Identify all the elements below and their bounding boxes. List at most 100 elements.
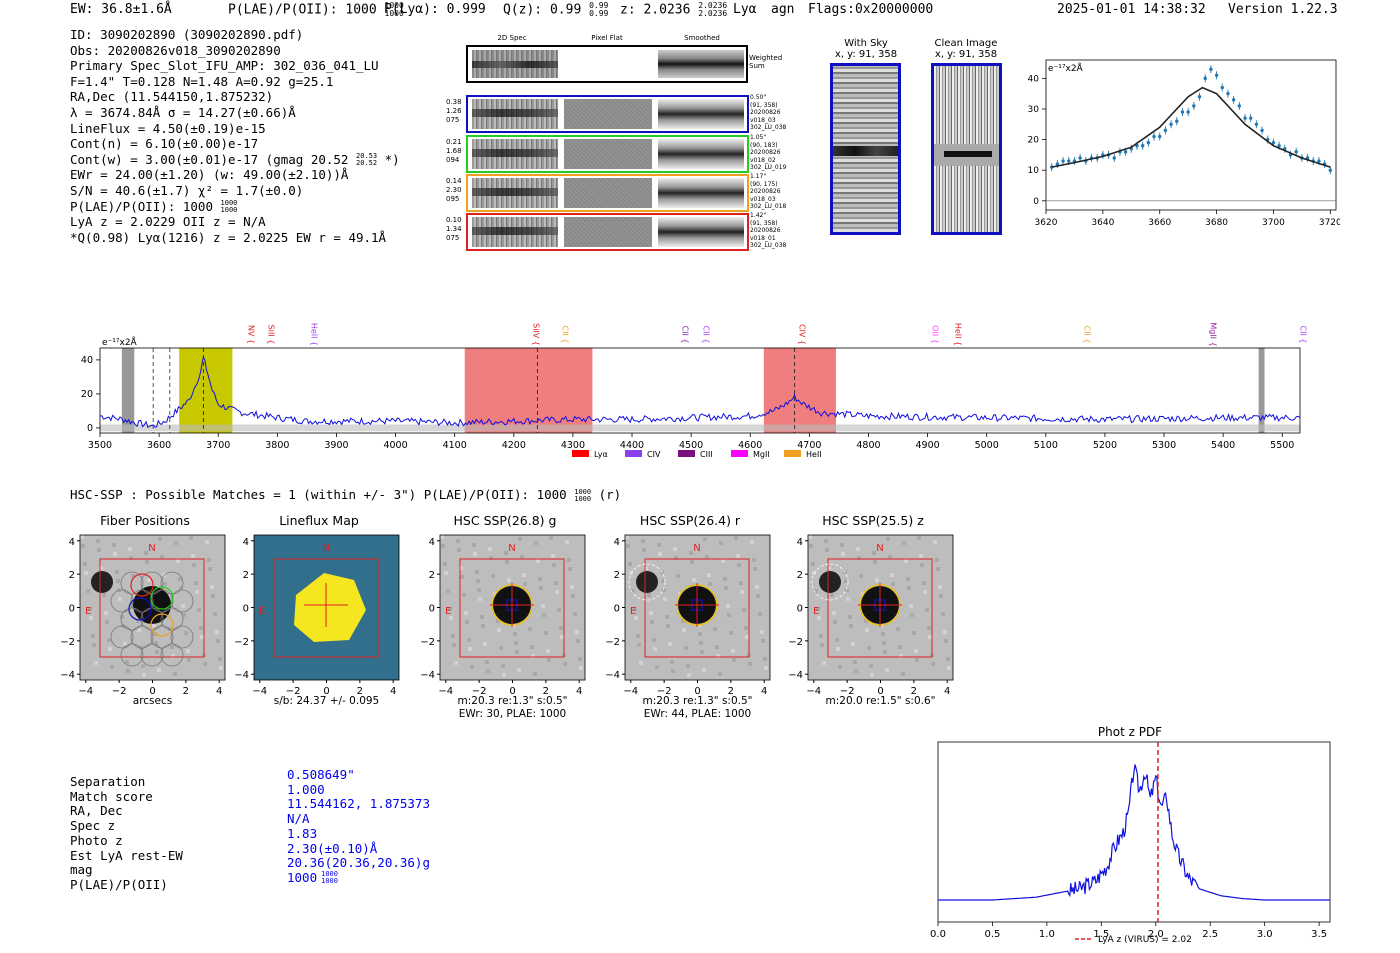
image-noise-pixel: [207, 558, 211, 562]
image-noise-pixel: [186, 649, 190, 653]
image-noise-pixel: [864, 619, 868, 623]
image-xtick-label: 2: [728, 686, 734, 697]
image-noise-pixel: [642, 548, 646, 552]
neighbor-blob: [636, 571, 658, 593]
image-noise-pixel: [141, 664, 145, 668]
cutout-row-right-labels: 1.05" (90, 183) 20200826 v018_02 302_LU_019: [750, 134, 795, 172]
image-noise-pixel: [477, 588, 481, 592]
weighted-smooth-image: [658, 50, 744, 78]
image-noise-pixel: [925, 608, 929, 612]
image-noise-pixel: [682, 628, 686, 632]
spectrum-xtick-label: 5200: [1093, 440, 1117, 451]
image-noise-pixel: [440, 535, 444, 539]
fiber-circle: [160, 643, 184, 667]
image-ytick-label: 2: [614, 570, 620, 581]
spectrum-gap-left: [121, 348, 135, 433]
fit-data-point: [1078, 156, 1082, 160]
image-xtick-label: 4: [576, 686, 582, 697]
image-noise-pixel: [129, 556, 133, 560]
cutout-row-right-label: v018_03: [750, 116, 776, 124]
image-noise-pixel: [899, 654, 903, 658]
spectrum-xtick-label: 3800: [265, 440, 289, 451]
image-noise-pixel: [853, 660, 857, 664]
cutout-spec-trace: [472, 188, 558, 196]
photz-xtick-label: 2.5: [1202, 929, 1218, 940]
hsc-title: HSC-SSP : Possible Matches = 1 (within +…: [70, 487, 621, 503]
spectrum-xtick-label: 4300: [561, 440, 585, 451]
fiber-circle: [120, 643, 144, 667]
image-ytick-label: 0: [614, 604, 620, 615]
fit-data-point: [1209, 67, 1213, 71]
spectrum-ytick-label: 0: [87, 423, 93, 434]
image-noise-pixel: [872, 551, 876, 555]
match-value: 1000 1000 1000: [287, 869, 338, 886]
image-noise-pixel: [748, 662, 752, 666]
image-noise-pixel: [184, 631, 188, 635]
image-noise-pixel: [518, 537, 522, 541]
image-panel: N E −4−4 −2 −2 0 0 2 2 4 4: [788, 534, 954, 697]
image-ytick-label: −2: [420, 637, 435, 648]
image-noise-pixel: [113, 552, 117, 556]
image-noise-pixel: [83, 562, 87, 566]
image-xtick-label: −4: [438, 686, 453, 697]
image-noise-pixel: [559, 626, 563, 630]
image-noise-pixel: [906, 577, 910, 581]
image-caption: arcsecs: [65, 695, 240, 708]
image-noise-pixel: [647, 593, 651, 597]
image-noise-pixel: [732, 658, 736, 662]
image-noise-pixel: [734, 536, 738, 540]
image-noise-pixel: [931, 662, 935, 666]
image-noise-pixel: [723, 577, 727, 581]
spectrum-legend-swatch: [731, 450, 748, 457]
info-sn: S/N = 40.6(±1.7) χ² = 1.7(±0.0): [70, 182, 304, 198]
fit-data-point: [1226, 91, 1230, 96]
image-noise-pixel: [700, 650, 704, 654]
image-noise-pixel: [174, 541, 178, 545]
spectrum-noise-band: [100, 424, 1300, 432]
match-value: 0.508649": [287, 767, 355, 782]
east-label: E: [445, 606, 451, 617]
image-xtick-label: 2: [543, 686, 549, 697]
image-noise-pixel: [841, 552, 845, 556]
photz-ticks: 0.0 0.5 1.0 1.5 2.0 2.5 3.0 3.5: [930, 922, 1327, 940]
image-noise-pixel: [191, 554, 195, 558]
image-title: Fiber Positions: [100, 513, 190, 528]
image-caption: m:20.3 re:1.3" s:0.5" EWr: 30, PLAE: 1000: [425, 695, 600, 721]
image-noise-pixel: [703, 537, 707, 541]
spectrum-legend-swatch: [625, 450, 642, 457]
image-noise-pixel: [689, 551, 693, 555]
match-label: Match score: [70, 788, 153, 804]
image-noise-pixel: [571, 594, 575, 598]
image-xtick-label: −2: [472, 686, 487, 697]
image-noise-pixel: [764, 666, 768, 670]
image-noise-pixel: [699, 641, 703, 645]
image-noise-pixel: [554, 581, 558, 585]
match-label: P(LAE)/P(OII): [70, 876, 168, 892]
cutout-row-right-label: 1.05": [750, 134, 767, 141]
fit-data-point: [1067, 159, 1071, 163]
header-ew: EW: 36.8±1.6Å: [70, 2, 172, 17]
image-noise-pixel: [171, 654, 175, 658]
image-noise-pixel: [658, 552, 662, 556]
cutout-row-right-label: 302_LU_018: [750, 203, 787, 210]
cutout-row-left-label: 0.21: [446, 138, 462, 146]
image-ytick-label: 0: [69, 604, 75, 615]
image-noise-pixel: [634, 616, 638, 620]
cutout-smooth-image: [658, 178, 744, 208]
image-ytick-label: 2: [797, 570, 803, 581]
image-noise-pixel: [867, 646, 871, 650]
image-noise-pixel: [724, 586, 728, 590]
image-noise-pixel: [467, 638, 471, 642]
image-noise-pixel: [462, 593, 466, 597]
clean-xy: x, y: 91, 358: [934, 49, 998, 60]
neighbor-blob: [91, 571, 113, 593]
image-noise-pixel: [835, 638, 839, 642]
image-noise-pixel: [118, 597, 122, 601]
fit-data-point: [1169, 122, 1173, 126]
image-caption: m:20.3 re:1.3" s:0.5" EWr: 44, PLAE: 1000: [610, 695, 785, 721]
fit-xtick-label: 3620: [1035, 218, 1058, 228]
image-noise-pixel: [126, 669, 130, 673]
image-ytick-label: −4: [234, 670, 249, 681]
cutout-row-right-labels: 0.50" (91, 358) 20200826 v018_03 302_LU_038: [750, 94, 795, 132]
fiber-circle: [150, 625, 174, 649]
